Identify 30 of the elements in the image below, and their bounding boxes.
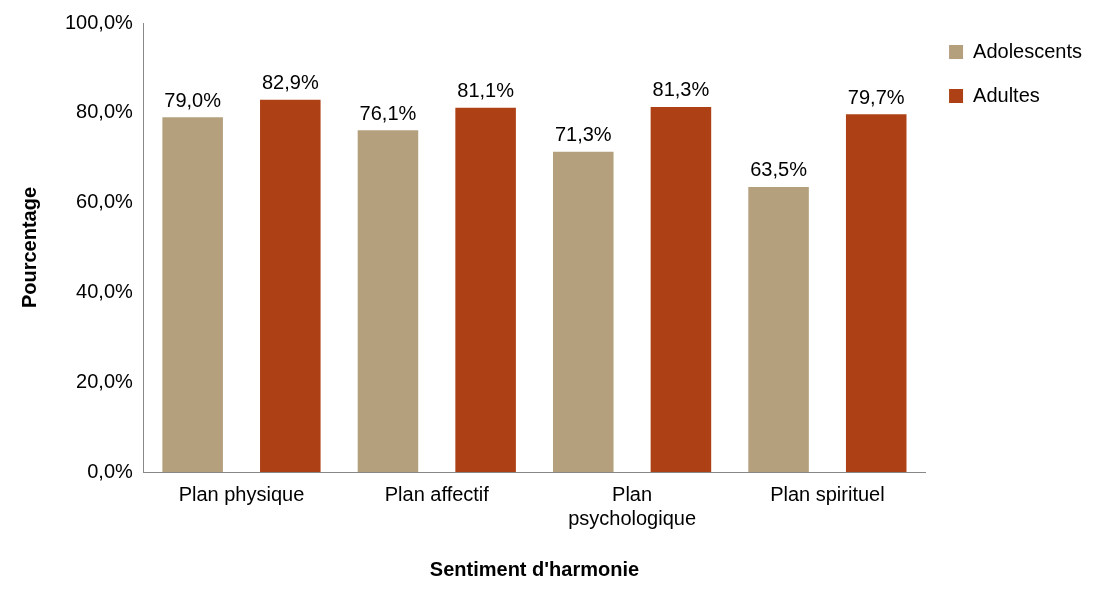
y-tick-label: 80,0% bbox=[76, 100, 134, 123]
bar bbox=[748, 186, 809, 472]
bar bbox=[650, 106, 712, 472]
x-tick-label: Plan psychologique bbox=[568, 482, 697, 529]
data-label: 81,3% bbox=[652, 78, 710, 101]
bar bbox=[162, 117, 223, 472]
data-label: 76,1% bbox=[359, 101, 417, 124]
data-label: 82,9% bbox=[261, 71, 319, 94]
bar bbox=[845, 114, 907, 472]
y-axis-title: Pourcentage bbox=[17, 186, 40, 309]
data-label: 81,1% bbox=[457, 79, 515, 102]
bar bbox=[455, 107, 516, 472]
x-tick-label: Plan spirituel bbox=[770, 482, 885, 505]
data-label: 71,3% bbox=[554, 123, 612, 146]
y-tick-label: 100,0% bbox=[64, 10, 134, 33]
data-label: 63,5% bbox=[750, 158, 808, 181]
y-tick-label: 60,0% bbox=[76, 190, 134, 213]
bar bbox=[357, 130, 419, 472]
data-label: 79,7% bbox=[847, 85, 905, 108]
legend-label: Adolescents bbox=[973, 39, 1083, 62]
x-tick-label: Plan affectif bbox=[384, 482, 490, 505]
bar bbox=[260, 99, 321, 472]
bar bbox=[552, 151, 614, 472]
legend-label: Adultes bbox=[973, 83, 1040, 106]
x-tick-label: Plan physique bbox=[178, 482, 305, 505]
y-tick-label: 40,0% bbox=[76, 279, 134, 302]
data-label: 79,0% bbox=[164, 88, 222, 111]
y-tick-label: 20,0% bbox=[76, 369, 134, 392]
x-axis-title: Sentiment d'harmonie bbox=[429, 557, 640, 580]
y-tick-label: 0,0% bbox=[87, 459, 134, 482]
